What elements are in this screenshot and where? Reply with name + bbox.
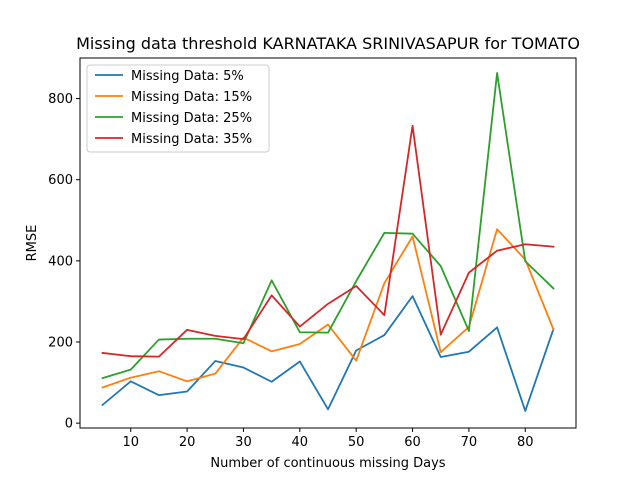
y-axis: 0 200 400 600 800 xyxy=(48,92,80,432)
legend-items: Missing Data: 5% Missing Data: 15% Missing… xyxy=(95,69,252,147)
plot-frame xyxy=(79,57,577,429)
y-tick-label: 600 xyxy=(48,173,73,188)
y-axis-label: RMSE xyxy=(25,225,40,262)
y-tick-label: 200 xyxy=(48,335,73,350)
legend-label-1: Missing Data: 5% xyxy=(131,69,244,84)
series-line-2 xyxy=(101,228,555,389)
legend-label-2: Missing Data: 15% xyxy=(131,90,252,105)
legend-label-4: Missing Data: 35% xyxy=(131,132,252,147)
x-tick-label: 60 xyxy=(404,435,421,450)
x-tick-label: 50 xyxy=(348,435,365,450)
x-tick-label: 40 xyxy=(292,435,309,450)
legend-label-3: Missing Data: 25% xyxy=(131,111,252,126)
y-tick-label: 0 xyxy=(65,417,73,432)
x-axis-label: Number of continuous missing Days xyxy=(210,456,445,471)
x-tick-label: 80 xyxy=(517,435,534,450)
x-tick-label: 20 xyxy=(179,435,196,450)
y-tick-label: 800 xyxy=(48,92,73,107)
x-tick-label: 10 xyxy=(122,435,139,450)
legend: Missing Data: 5% Missing Data: 15% Missing… xyxy=(86,64,270,153)
series-line-4 xyxy=(101,124,555,358)
series-layer xyxy=(101,72,555,412)
series-line-1 xyxy=(101,295,555,412)
x-tick-label: 70 xyxy=(461,435,478,450)
legend-box xyxy=(86,64,270,153)
x-tick-label: 30 xyxy=(235,435,252,450)
chart-title: Missing data threshold KARNATAKA SRINIVA… xyxy=(76,34,580,53)
y-tick-label: 400 xyxy=(48,254,73,269)
x-axis: 10 20 30 40 50 60 70 80 xyxy=(122,428,534,450)
